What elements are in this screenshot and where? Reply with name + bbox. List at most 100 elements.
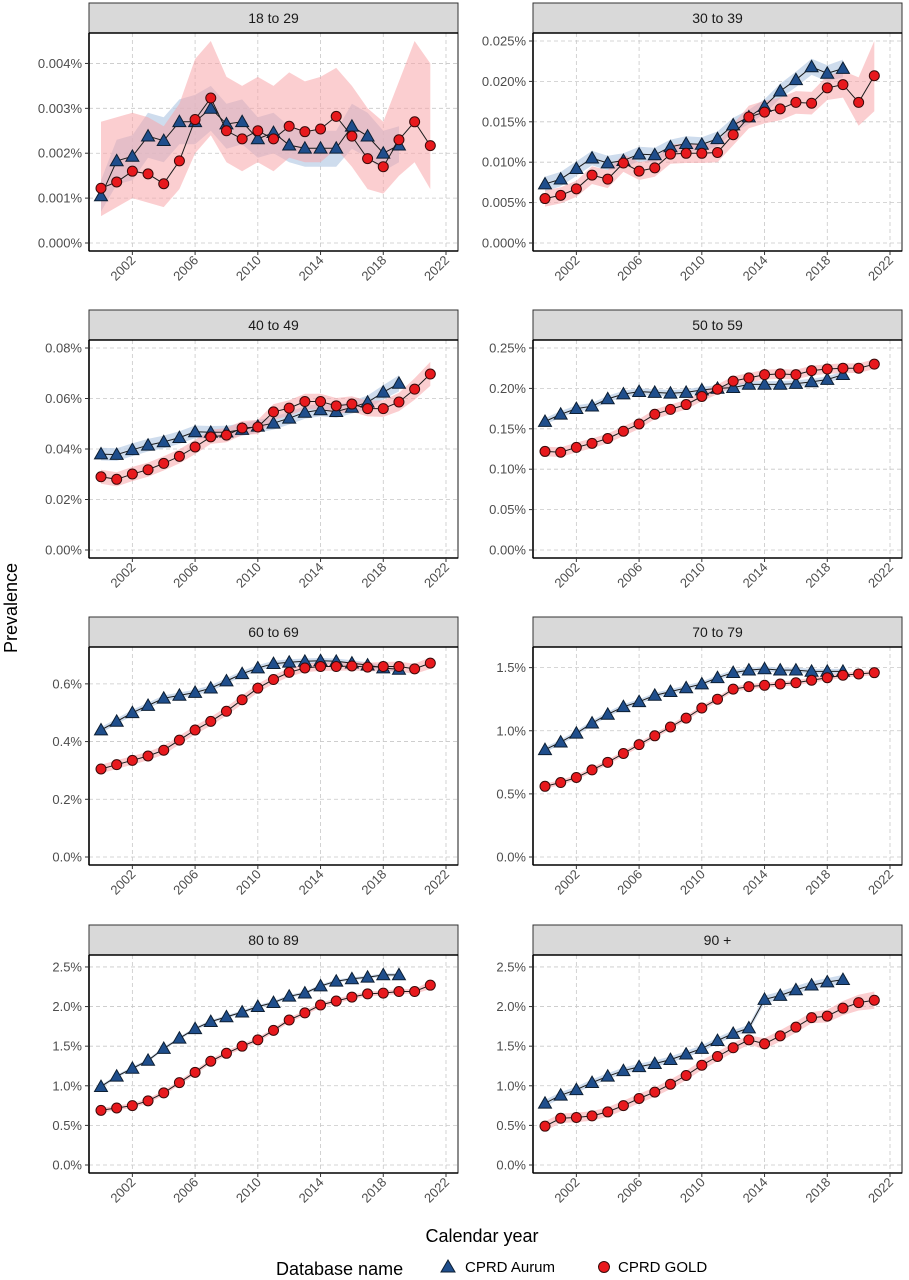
plot-area: [532, 954, 903, 1174]
aurum-point: [631, 146, 647, 160]
x-tick-label: 2014: [740, 560, 771, 591]
x-tick-label: 2006: [170, 1175, 201, 1206]
gold-point: [774, 368, 786, 380]
y-tick-label: 2.5%: [52, 959, 82, 974]
y-tick-label: 0.003%: [38, 101, 83, 116]
series-layer: [537, 41, 880, 207]
gold-point: [95, 763, 107, 775]
x-tick-label: 2002: [107, 253, 138, 284]
gold-point: [586, 764, 598, 776]
panel-strip: [532, 924, 903, 956]
gold-point: [868, 994, 880, 1006]
x-tick-label: 2018: [358, 1175, 389, 1206]
gold-point: [362, 403, 374, 415]
gold-point: [790, 677, 802, 689]
y-tick-label: 0.5%: [496, 786, 526, 801]
aurum-point: [172, 1030, 187, 1044]
legend-triangle-icon: [440, 1259, 456, 1273]
gold-point: [539, 1120, 551, 1132]
aurum-point: [109, 713, 125, 727]
x-tick-label: 2010: [233, 1175, 264, 1206]
aurum-point: [266, 656, 281, 670]
gold-point: [539, 193, 551, 205]
x-tick-label: 2014: [296, 253, 327, 284]
aurum-point: [772, 376, 788, 390]
aurum-point: [328, 140, 344, 154]
gold-point: [111, 759, 123, 771]
aurum-point: [187, 1021, 203, 1035]
aurum-point: [234, 666, 250, 680]
aurum-point: [710, 1033, 725, 1047]
aurum-point: [647, 147, 663, 161]
series-line-gold: [544, 363, 875, 453]
x-tick-label: 2010: [677, 867, 708, 898]
aurum-point: [313, 140, 328, 154]
aurum-point: [203, 100, 219, 114]
gold-point: [570, 183, 582, 195]
aurum-point: [710, 670, 725, 684]
gold-point: [696, 390, 708, 402]
gold-point: [315, 661, 327, 673]
gold-point: [759, 369, 771, 381]
y-tick-label: 1.5%: [496, 1039, 526, 1054]
gold-point: [315, 999, 327, 1011]
gold-point: [664, 721, 676, 733]
panel-strip: [532, 309, 903, 341]
aurum-point: [804, 977, 819, 991]
gold-point: [393, 396, 405, 408]
gold-point: [205, 431, 217, 443]
y-tick-label: 0.005%: [482, 195, 527, 210]
x-tick-label: 2002: [551, 253, 582, 284]
series-layer: [93, 361, 436, 487]
aurum-point: [647, 1056, 663, 1069]
plot-area: [532, 646, 903, 866]
gold-point: [649, 730, 661, 742]
gold-point: [111, 176, 123, 188]
gold-point: [633, 739, 645, 751]
y-tick-label: 0.02%: [45, 492, 82, 507]
aurum-point: [553, 171, 569, 185]
gold-point: [377, 161, 389, 173]
aurum-point: [360, 128, 375, 142]
gold-point: [821, 363, 833, 375]
aurum-point: [600, 706, 616, 720]
gold-point: [727, 683, 739, 695]
gold-point: [220, 705, 232, 717]
gold-point: [727, 375, 739, 387]
gold-point: [315, 123, 327, 135]
gold-point: [362, 661, 374, 673]
aurum-point: [281, 410, 297, 424]
aurum-point: [804, 59, 819, 73]
series-layer: [93, 967, 436, 1116]
aurum-point: [553, 1087, 569, 1101]
series-layer: [537, 358, 880, 458]
aurum-point: [757, 661, 772, 675]
gold-point: [539, 445, 551, 457]
aurum-point: [187, 424, 203, 438]
y-tick-label: 0.25%: [489, 341, 526, 356]
x-tick-label: 2022: [421, 867, 452, 898]
gold-point: [617, 1100, 629, 1112]
aurum-point: [125, 442, 140, 456]
gold-point: [424, 368, 436, 380]
y-tick-label: 1.0%: [52, 1078, 82, 1093]
y-tick-label: 0.5%: [496, 1118, 526, 1133]
x-tick-label: 2010: [233, 867, 264, 898]
gold-point: [790, 1021, 802, 1033]
gold-point: [252, 421, 264, 433]
gold-point: [205, 715, 217, 727]
x-tick-label: 2018: [802, 253, 833, 284]
aurum-point: [819, 65, 835, 79]
gold-point: [283, 666, 295, 678]
gold-point: [555, 446, 567, 458]
aurum-point: [203, 1014, 219, 1027]
x-tick-label: 2002: [107, 560, 138, 591]
aurum-point: [125, 1060, 140, 1074]
aurum-point: [600, 1068, 616, 1082]
aurum-point: [375, 384, 391, 398]
aurum-point: [819, 974, 835, 988]
x-tick-label: 2006: [614, 253, 645, 284]
gold-point: [649, 162, 661, 174]
y-tick-label: 1.5%: [496, 660, 526, 675]
aurum-point: [172, 687, 187, 701]
